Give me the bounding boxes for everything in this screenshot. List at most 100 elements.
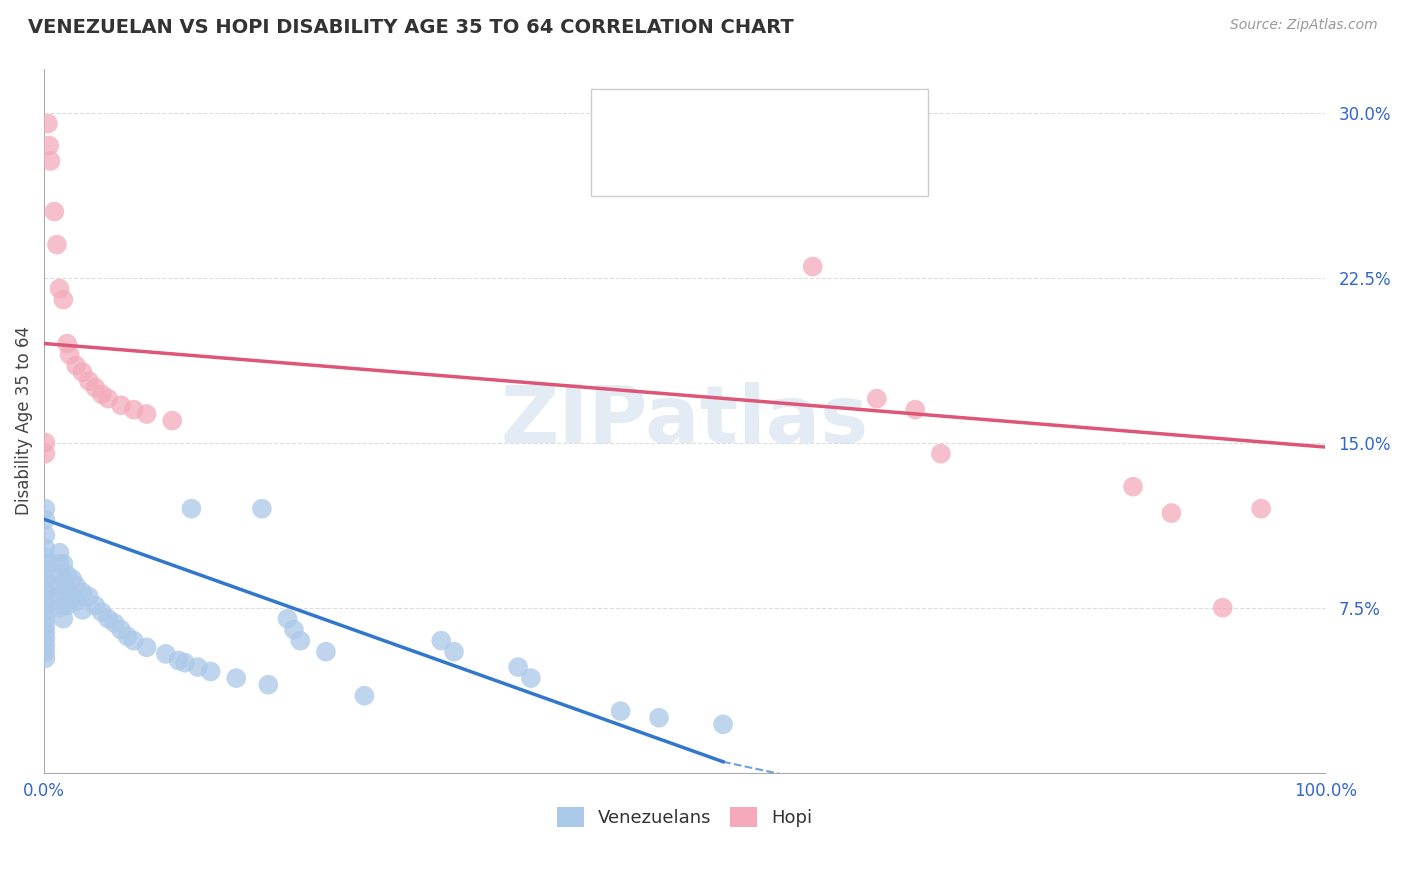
Point — [1250, 501, 1272, 516]
Text: Source: ZipAtlas.com: Source: ZipAtlas.com — [1230, 18, 1378, 32]
Point — [609, 704, 631, 718]
Point — [34, 618, 56, 632]
Point — [52, 557, 75, 571]
Point — [801, 260, 824, 274]
Point — [39, 153, 62, 168]
Point — [283, 623, 305, 637]
Point — [77, 374, 100, 388]
Point — [37, 116, 59, 130]
Point — [711, 717, 734, 731]
Point — [44, 204, 66, 219]
Point — [48, 282, 70, 296]
Point — [45, 237, 67, 252]
Point — [117, 629, 139, 643]
Point — [56, 336, 79, 351]
Point — [135, 407, 157, 421]
Point — [34, 632, 56, 646]
Point — [34, 612, 56, 626]
Point — [520, 671, 543, 685]
Point — [110, 398, 132, 412]
Point — [72, 585, 94, 599]
Point — [34, 501, 56, 516]
Text: R =  -0.271   N = 29: R = -0.271 N = 29 — [647, 149, 815, 168]
Point — [187, 660, 209, 674]
Point — [103, 616, 125, 631]
Point — [250, 501, 273, 516]
Point — [174, 656, 197, 670]
Point — [34, 513, 56, 527]
Point — [315, 645, 337, 659]
Point — [866, 392, 889, 406]
Point — [34, 447, 56, 461]
Point — [34, 528, 56, 542]
Point — [34, 435, 56, 450]
Point — [290, 633, 312, 648]
Point — [52, 585, 75, 599]
Point — [257, 678, 280, 692]
Point — [276, 612, 298, 626]
Text: VENEZUELAN VS HOPI DISABILITY AGE 35 TO 64 CORRELATION CHART: VENEZUELAN VS HOPI DISABILITY AGE 35 TO … — [28, 18, 794, 37]
Point — [1160, 506, 1182, 520]
Point — [122, 633, 145, 648]
Point — [52, 599, 75, 613]
Point — [135, 640, 157, 655]
Point — [97, 612, 120, 626]
Point — [904, 402, 927, 417]
Point — [1122, 480, 1144, 494]
Point — [52, 293, 75, 307]
Point — [110, 623, 132, 637]
Point — [56, 583, 79, 598]
Point — [56, 567, 79, 582]
Point — [56, 599, 79, 613]
Point — [34, 541, 56, 556]
Point — [34, 585, 56, 599]
Point — [48, 546, 70, 560]
Point — [34, 557, 56, 571]
Point — [48, 590, 70, 604]
Point — [77, 590, 100, 604]
Point — [34, 605, 56, 619]
Point — [34, 624, 56, 639]
Point — [52, 572, 75, 586]
Point — [72, 603, 94, 617]
Point — [34, 645, 56, 659]
Point — [84, 599, 107, 613]
Point — [430, 633, 453, 648]
Point — [225, 671, 247, 685]
Point — [34, 579, 56, 593]
Point — [122, 402, 145, 417]
Point — [34, 572, 56, 586]
Point — [443, 645, 465, 659]
Point — [1212, 600, 1234, 615]
Point — [34, 599, 56, 613]
Point — [60, 590, 83, 604]
Point — [200, 665, 222, 679]
Point — [155, 647, 177, 661]
Point — [90, 387, 112, 401]
Point — [34, 550, 56, 565]
Point — [929, 447, 952, 461]
Point — [48, 579, 70, 593]
Point — [160, 414, 183, 428]
Text: R = -0.509   N = 67: R = -0.509 N = 67 — [647, 109, 810, 128]
Point — [34, 651, 56, 665]
Point — [38, 138, 60, 153]
Point — [48, 600, 70, 615]
Point — [97, 392, 120, 406]
Point — [34, 591, 56, 606]
Y-axis label: Disability Age 35 to 64: Disability Age 35 to 64 — [15, 326, 32, 516]
Point — [90, 605, 112, 619]
Point — [84, 381, 107, 395]
Point — [48, 557, 70, 571]
Point — [506, 660, 529, 674]
Point — [48, 567, 70, 582]
Point — [65, 359, 87, 373]
Point — [648, 711, 671, 725]
Point — [52, 612, 75, 626]
Point — [65, 594, 87, 608]
Point — [34, 638, 56, 652]
Point — [353, 689, 375, 703]
Point — [34, 563, 56, 577]
Point — [180, 501, 202, 516]
Legend: Venezuelans, Hopi: Venezuelans, Hopi — [550, 800, 820, 834]
